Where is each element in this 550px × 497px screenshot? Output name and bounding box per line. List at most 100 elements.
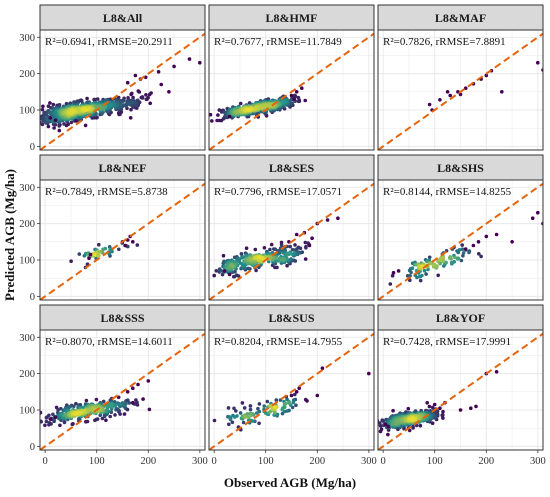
data-point: [232, 406, 236, 411]
data-point: [444, 260, 448, 265]
panel-border: [208, 329, 375, 451]
data-point: [264, 411, 268, 415]
data-point: [248, 404, 253, 408]
data-point: [147, 92, 152, 97]
panel-border: [208, 179, 375, 301]
data-point: [242, 406, 247, 410]
y-tick-label: 0: [30, 142, 35, 153]
data-point: [460, 243, 465, 247]
data-point: [53, 415, 58, 420]
data-point: [228, 415, 232, 419]
data-point: [305, 399, 309, 403]
data-point: [35, 119, 39, 123]
data-point: [262, 404, 267, 408]
data-point: [113, 413, 117, 417]
data-point: [304, 244, 308, 249]
panel-title: L8&MAF: [435, 11, 486, 25]
panel: L8&SES R²=0.7796, rRMSE=17.0571: [208, 154, 375, 301]
data-point: [287, 252, 291, 257]
one-to-one-line: [209, 32, 374, 150]
data-point: [530, 216, 535, 220]
data-point: [288, 244, 293, 249]
data-point: [212, 418, 217, 423]
data-point: [293, 243, 297, 247]
panel-stats: R²=0.7796, rRMSE=17.0571: [214, 186, 342, 198]
data-point: [83, 123, 88, 128]
data-point: [159, 82, 163, 87]
panel: L8&MAF R²=0.7826, rRMSE=7.8891: [377, 4, 544, 151]
data-point: [148, 101, 152, 106]
data-point: [146, 379, 151, 383]
panel: L8&HMF R²=0.7677, rRMSE=11.7849: [208, 4, 375, 151]
data-point: [48, 101, 52, 105]
data-point: [117, 247, 121, 252]
data-point: [98, 250, 103, 254]
data-point: [107, 103, 111, 107]
data-point: [254, 268, 258, 273]
data-point: [95, 115, 99, 120]
panel-border: [377, 179, 544, 301]
data-point: [461, 251, 466, 255]
data-point: [53, 118, 58, 122]
data-point: [383, 422, 388, 427]
panel-border: [377, 329, 544, 451]
data-point: [294, 232, 299, 237]
data-point: [233, 415, 237, 419]
panel-title: L8&SES: [269, 161, 315, 175]
data-point: [272, 405, 277, 410]
data-point: [285, 263, 289, 268]
data-point: [230, 420, 235, 425]
panel-border: [39, 179, 206, 301]
panel: L8&SUS R²=0.8204, rRMSE=14.7955 0 100 200 300: [208, 304, 377, 467]
data-point: [243, 414, 248, 419]
data-point: [268, 247, 272, 252]
x-tick-label: 300: [192, 456, 208, 467]
panel-stats: R²=0.7826, rRMSE=7.8891: [383, 36, 506, 48]
data-point: [269, 242, 274, 247]
data-point: [458, 408, 463, 412]
data-point: [221, 253, 226, 258]
data-point: [474, 404, 478, 409]
data-point: [300, 86, 304, 90]
data-point: [418, 278, 423, 283]
panel-strip: [377, 4, 544, 31]
panel: L8&All R²=0.6941, rRMSE=20.2911 0 100 200 300: [19, 4, 206, 153]
x-tick-label: 0: [381, 456, 386, 467]
data-point: [325, 218, 330, 222]
data-point: [36, 111, 40, 115]
data-point: [410, 417, 414, 421]
data-point: [187, 57, 192, 61]
data-point: [28, 123, 32, 127]
data-point: [227, 422, 231, 427]
data-point: [32, 126, 36, 130]
panel-border: [377, 29, 544, 151]
points-layer: [378, 332, 543, 450]
data-point: [136, 99, 141, 104]
data-point: [396, 419, 401, 424]
data-point: [74, 411, 79, 416]
data-point: [249, 413, 253, 418]
data-point: [422, 268, 427, 273]
data-point: [448, 93, 453, 98]
data-point: [432, 402, 437, 407]
data-point: [386, 432, 390, 437]
data-point: [109, 402, 114, 407]
y-axis-title: Predicted AGB (Mg/ha): [2, 169, 17, 301]
x-tick-label: 100: [258, 456, 274, 467]
data-point: [438, 257, 442, 262]
data-point: [240, 401, 245, 405]
data-point: [303, 257, 308, 261]
y-tick-label: 200: [19, 69, 35, 80]
panel: L8&SHS R²=0.8144, rRMSE=14.8255: [377, 154, 544, 301]
data-point: [476, 240, 481, 244]
data-point: [246, 107, 250, 112]
data-point: [240, 262, 244, 266]
data-point: [48, 116, 53, 120]
data-point: [436, 273, 441, 278]
data-point: [510, 240, 514, 244]
points-layer: [209, 182, 374, 300]
x-tick-label: 300: [361, 456, 377, 467]
data-point: [226, 406, 231, 410]
data-point: [69, 120, 74, 125]
data-point: [210, 119, 214, 123]
